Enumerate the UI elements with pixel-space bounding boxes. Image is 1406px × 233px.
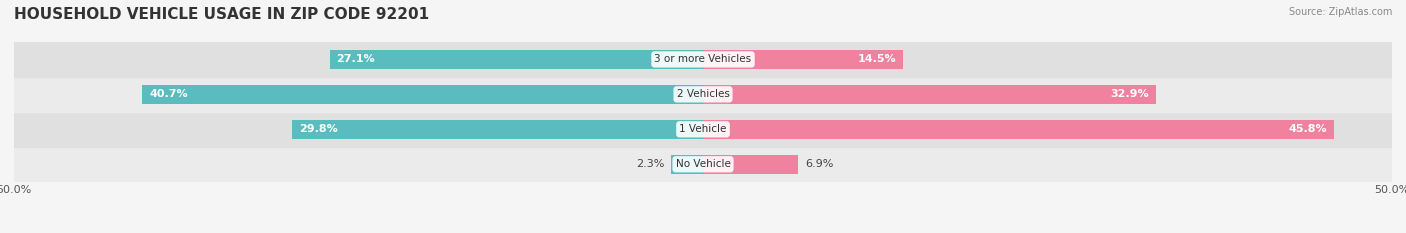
Bar (703, 155, 799, 174)
Text: 27.1%: 27.1% (336, 55, 375, 64)
Bar (703, 85, 1156, 104)
Bar (142, 85, 703, 104)
Text: 14.5%: 14.5% (858, 55, 896, 64)
Text: 3 or more Vehicles: 3 or more Vehicles (654, 55, 752, 64)
Text: 45.8%: 45.8% (1288, 124, 1327, 134)
Bar (671, 155, 703, 174)
Bar (292, 120, 703, 139)
Bar (14, 77, 1392, 112)
Text: No Vehicle: No Vehicle (675, 159, 731, 169)
Bar (329, 50, 703, 69)
Text: Source: ZipAtlas.com: Source: ZipAtlas.com (1288, 7, 1392, 17)
Bar (14, 112, 1392, 147)
Text: 6.9%: 6.9% (806, 159, 834, 169)
Text: 2.3%: 2.3% (636, 159, 665, 169)
Bar (14, 42, 1392, 77)
Text: 1 Vehicle: 1 Vehicle (679, 124, 727, 134)
Text: 32.9%: 32.9% (1111, 89, 1150, 99)
Text: 40.7%: 40.7% (149, 89, 188, 99)
Bar (14, 147, 1392, 182)
Bar (14, 112, 1392, 147)
Bar (703, 120, 1334, 139)
Text: 2 Vehicles: 2 Vehicles (676, 89, 730, 99)
Text: HOUSEHOLD VEHICLE USAGE IN ZIP CODE 92201: HOUSEHOLD VEHICLE USAGE IN ZIP CODE 9220… (14, 7, 429, 22)
Text: 29.8%: 29.8% (299, 124, 337, 134)
Bar (703, 50, 903, 69)
Bar (14, 42, 1392, 77)
